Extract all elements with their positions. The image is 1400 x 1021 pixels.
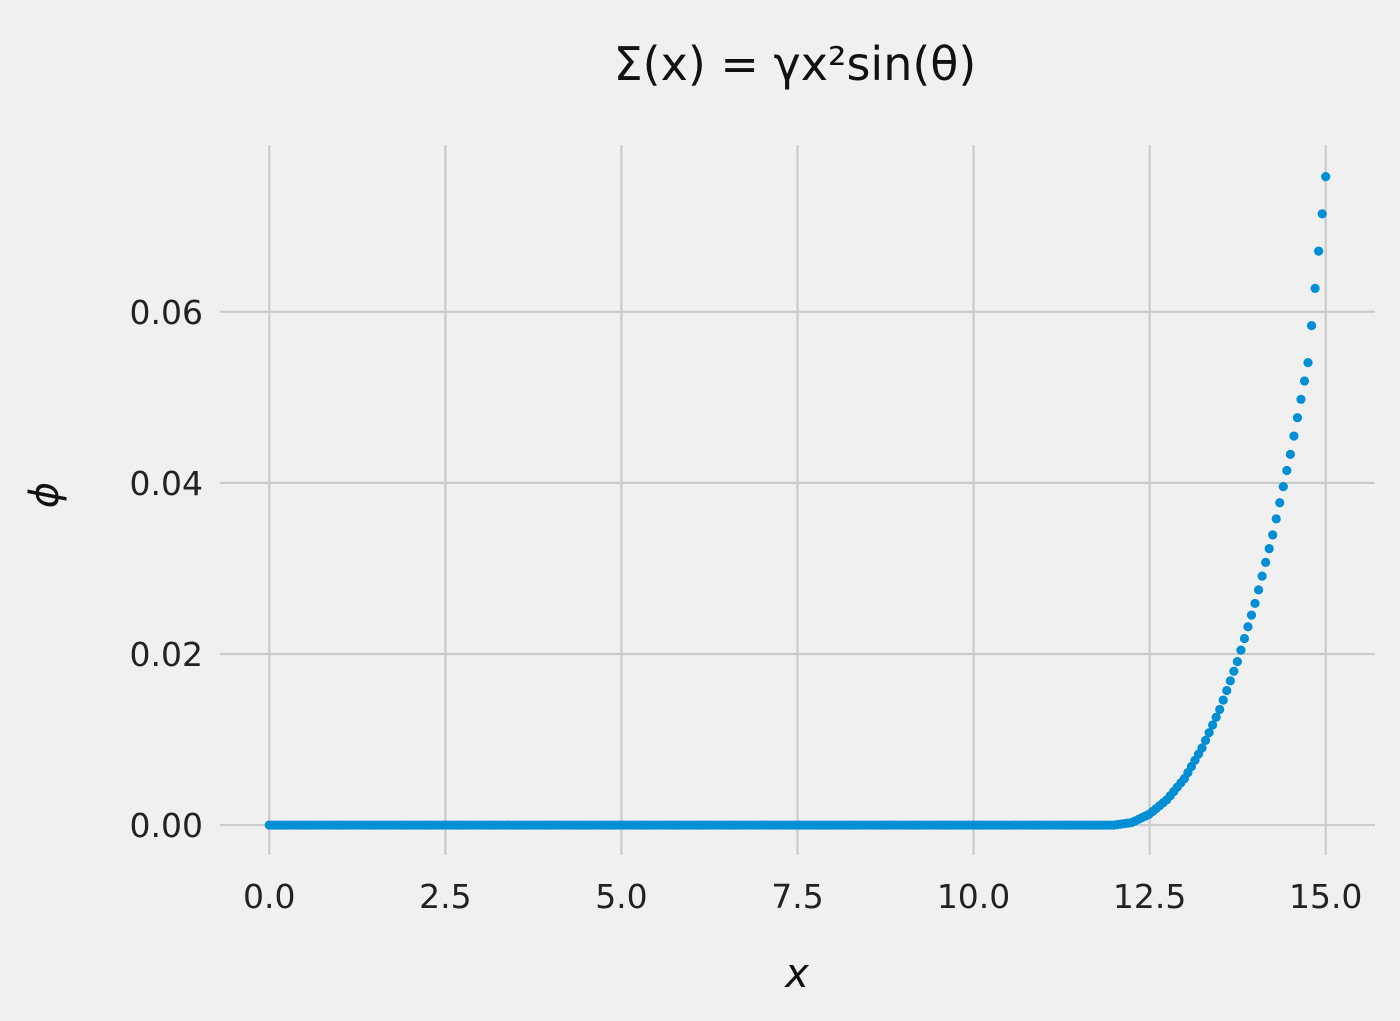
x-tick-label: 10.0	[937, 877, 1010, 916]
data-point	[1229, 666, 1239, 676]
y-tick-label: 0.06	[130, 293, 203, 332]
data-point	[1314, 246, 1324, 256]
data-point	[1278, 482, 1288, 492]
data-point	[1250, 598, 1260, 609]
data-point	[1310, 283, 1320, 293]
grid	[220, 145, 1375, 855]
x-tick-labels: 0.0 2.5 5.0 7.5 10.0 12.5 15.0	[243, 877, 1362, 916]
data-point	[1246, 610, 1257, 620]
chart-title: Σ(x) = γx²sin(θ)	[614, 37, 977, 91]
data-point	[1292, 413, 1303, 423]
y-tick-label: 0.04	[130, 464, 203, 503]
data-point	[1261, 557, 1271, 567]
data-point	[1282, 465, 1292, 476]
data-point	[1303, 357, 1313, 368]
data-point	[1197, 743, 1207, 753]
data-point	[1243, 622, 1253, 632]
data-point	[1232, 657, 1242, 667]
data-point	[1317, 209, 1327, 219]
data-point	[1211, 712, 1221, 722]
data-point	[1296, 394, 1306, 404]
y-axis-label: ϕ	[22, 482, 68, 508]
y-tick-labels: 0.00 0.02 0.04 0.06	[130, 293, 203, 845]
y-tick-label: 0.02	[130, 635, 203, 674]
data-point	[1275, 498, 1285, 508]
data-point	[1285, 449, 1295, 459]
data-point	[1271, 514, 1281, 524]
x-tick-label: 7.5	[771, 877, 823, 916]
x-axis-label: x	[783, 951, 809, 997]
data-point	[1218, 695, 1228, 705]
data-point	[1208, 720, 1218, 730]
data-point	[1236, 645, 1246, 655]
data-point	[1215, 704, 1225, 715]
data-point	[1204, 728, 1214, 738]
data-points	[264, 172, 1331, 830]
data-point	[1222, 685, 1232, 696]
data-point	[1225, 676, 1235, 686]
data-point	[1264, 544, 1274, 554]
data-point	[1268, 530, 1278, 540]
x-tick-label: 2.5	[419, 877, 471, 916]
data-point	[1289, 431, 1299, 441]
data-point	[1321, 172, 1331, 182]
data-point	[1257, 571, 1267, 581]
y-tick-label: 0.00	[130, 806, 203, 845]
data-point	[1306, 321, 1317, 331]
data-point	[1299, 376, 1310, 386]
x-tick-label: 15.0	[1289, 877, 1362, 916]
x-tick-label: 12.5	[1113, 877, 1186, 916]
x-tick-label: 0.0	[243, 877, 295, 916]
data-point	[1239, 633, 1250, 644]
data-point	[1253, 585, 1264, 595]
x-tick-label: 5.0	[595, 877, 647, 916]
data-point	[1200, 735, 1211, 745]
